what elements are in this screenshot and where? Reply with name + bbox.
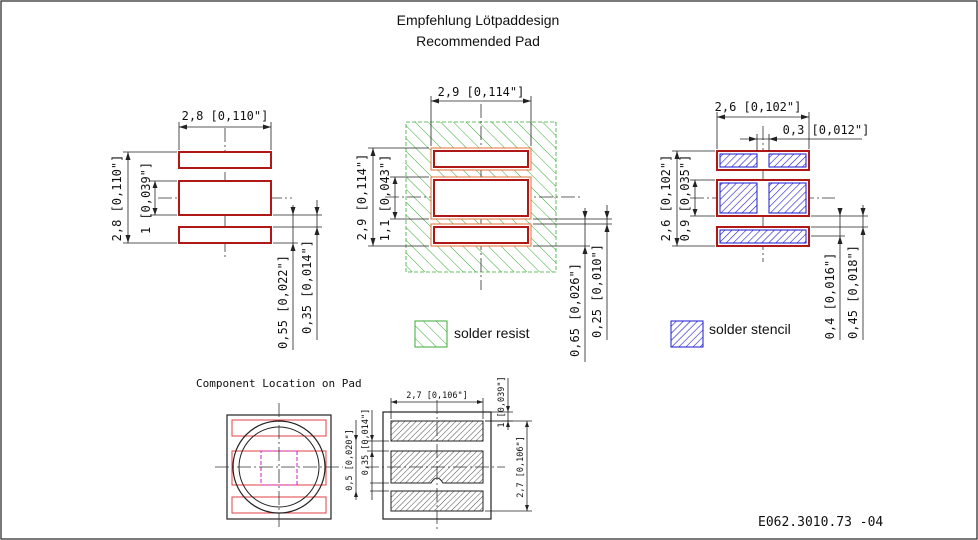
left-pad-top: [178, 151, 272, 169]
right-pitch-label: 0,4 [0,016"]: [823, 253, 837, 340]
document-number: E062.3010.73 -04: [758, 515, 883, 530]
component-side-view: 2,7 [0,106"] 1 [0,039"] 2,7 [0,106"] 0,3…: [345, 376, 532, 530]
center-pad-view: 2,9 [0,114"] 2,9 [0,114"] 1,1 [0,043"] 0…: [355, 85, 612, 362]
left-mid-pad-label: 1 [0,039"]: [139, 162, 153, 234]
left-pad-middle: [178, 180, 272, 216]
solder-resist-swatch: [414, 320, 448, 348]
component-height-label: 2,7 [0,106"]: [516, 436, 526, 497]
component-gap-label: 0,35 [0,014"]: [361, 409, 371, 476]
title-german: Empfehlung Lötpaddesign: [397, 12, 560, 28]
component-top-view: [215, 403, 343, 530]
component-top-label: 1 [0,039"]: [497, 376, 507, 427]
center-pitch-label: 0,65 [0,026"]: [568, 263, 582, 357]
component-location-title: Component Location on Pad: [196, 377, 362, 390]
center-width-label: 2,9 [0,114"]: [438, 85, 525, 99]
right-gap-label: 0,45 [0,018"]: [846, 245, 860, 339]
component-width-label: 2,7 [0,106"]: [406, 391, 467, 401]
center-mid-pad-label: 1,1 [0,043"]: [378, 155, 392, 242]
left-pad-bottom: [178, 226, 272, 244]
left-height-label: 2,8 [0,110"]: [110, 155, 124, 242]
right-stencil-gap-label: 0,3 [0,012"]: [783, 123, 870, 137]
solder-stencil-legend: solder stencil: [709, 321, 791, 337]
left-pad-view: 2,8 [0,110"] 2,8 [0,110"] 1 [0,039"] 0,5…: [110, 109, 322, 350]
solder-resist-legend: solder resist: [454, 325, 530, 341]
center-gap-label: 0,25 [0,010"]: [590, 244, 604, 338]
right-mid-pad-label: 0,9 [0,035"]: [678, 155, 692, 242]
left-width-label: 2,8 [0,110"]: [182, 109, 269, 123]
right-width-label: 2,6 [0,102"]: [715, 100, 802, 114]
right-pad-view: 2,6 [0,102"] 0,3 [0,012"] 2,6 [0,102"] 0…: [659, 100, 870, 348]
center-height-label: 2,9 [0,114"]: [355, 154, 369, 241]
left-pitch-label: 0,55 [0,022"]: [276, 255, 290, 349]
component-pitch-label: 0,5 [0,020"]: [345, 429, 355, 490]
right-height-label: 2,6 [0,102"]: [659, 155, 673, 242]
title-english: Recommended Pad: [416, 33, 540, 49]
solder-stencil-swatch: [670, 320, 704, 348]
left-gap-label: 0,35 [0,014"]: [300, 240, 314, 334]
